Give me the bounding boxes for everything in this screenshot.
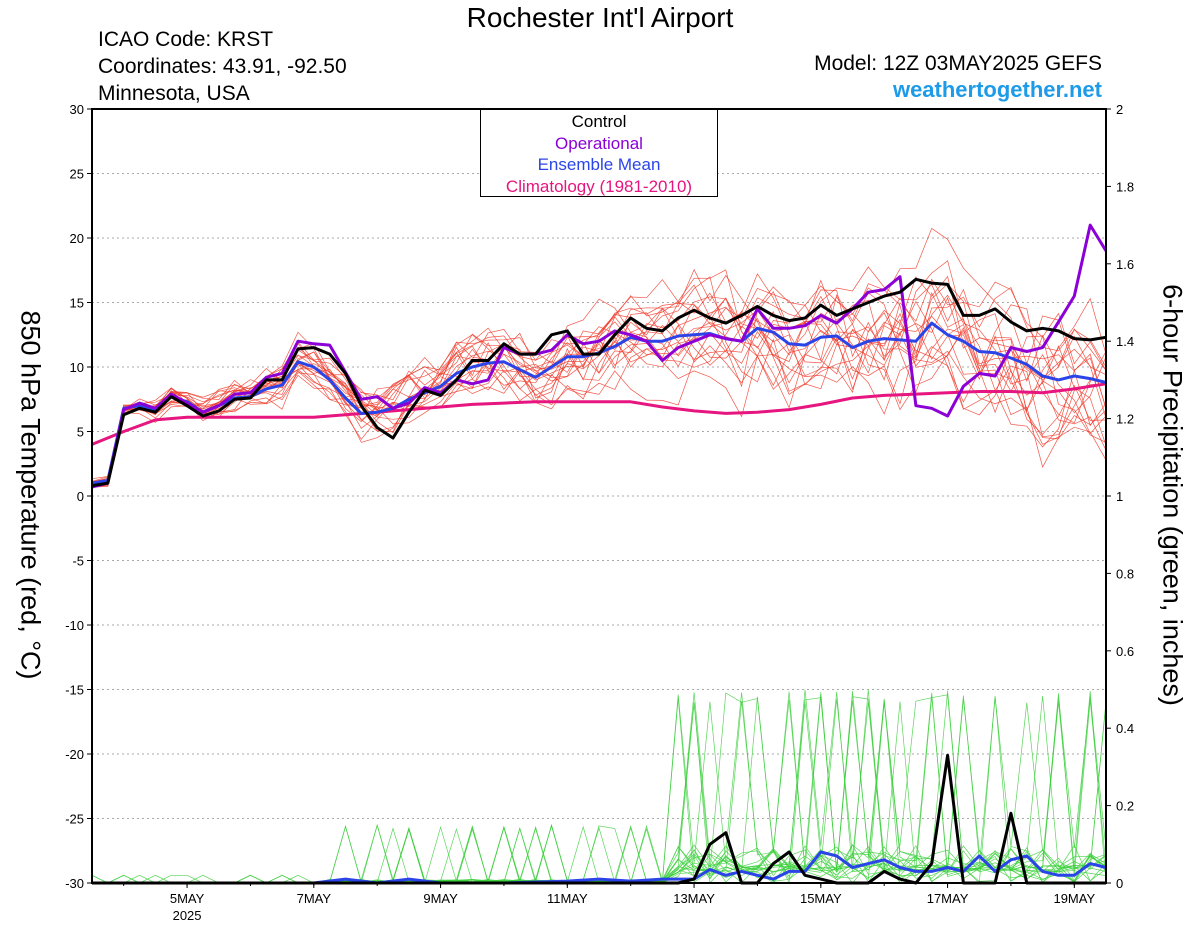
grid-lines [92,173,1106,819]
x-tick-label: 9MAY [423,891,458,906]
x-tick-label: 15MAY [800,891,842,906]
temp-member-line [91,286,1107,483]
y2-tick-label: 0.2 [1116,799,1134,814]
x-year-label: 2025 [173,908,202,923]
region: Minnesota, USA [98,82,250,105]
y2-tick-label: 1.4 [1116,334,1134,349]
y-tick-label: 20 [70,231,84,246]
axes: 302520151050-5-10-15-20-25-3021.81.61.41… [65,102,1134,923]
x-tick-label: 19MAY [1053,891,1095,906]
legend-climatology: Climatology (1981-2010) [505,176,693,196]
y2-tick-label: 1.6 [1116,257,1134,272]
legend-control: Control [571,112,627,131]
precip-member-line [92,695,1107,884]
y-tick-label: -5 [72,554,84,569]
x-tick-label: 11MAY [547,891,588,906]
x-tick-label: 13MAY [673,891,715,906]
precip-member-line [92,695,1107,884]
y2-tick-label: 1.8 [1116,179,1134,194]
precip-member-line [92,691,1107,884]
model-run: Model: 12Z 03MAY2025 GEFS [814,52,1102,75]
x-tick-label: 7MAY [297,891,332,906]
y-tick-label: 10 [70,360,84,375]
y-tick-label: -30 [65,876,84,891]
legend: Control Operational Ensemble Mean Climat… [480,109,718,197]
precip-member-line [92,698,1107,884]
temp-member-line [91,291,1107,488]
y2-tick-label: 2 [1116,102,1123,117]
site-link[interactable]: weathertogether.net [892,77,1102,102]
precip-member-line [91,695,1107,884]
y-tick-label: 30 [70,102,84,117]
x-tick-label: 5MAY [170,891,205,906]
y-tick-label: 0 [77,489,84,504]
y-tick-label: -20 [65,747,84,762]
y-tick-label: 5 [77,425,84,440]
temp-operational-line [91,223,1108,489]
precip-member-line [92,690,1107,884]
precip-member-line [92,689,1107,884]
temp-member-line [91,278,1107,485]
precip-member-line [92,695,1107,884]
precip-member-line [92,692,1107,884]
temp-member-line [91,283,1107,488]
legend-operational: Operational [555,133,643,153]
precip-member-line [92,698,1107,884]
precip-member-line [92,693,1107,884]
y2-tick-label: 0.4 [1116,721,1134,736]
coordinates: Coordinates: 43.91, -92.50 [98,55,347,78]
temp-member-line [91,269,1107,487]
chart-title: Rochester Int'l Airport [466,2,734,33]
temp-member-line [91,266,1107,483]
legend-ensemble-mean: Ensemble Mean [537,155,661,174]
precip-member-line [92,692,1107,884]
y-tick-label: -15 [65,683,84,698]
y2-tick-label: 0 [1116,876,1123,891]
temp-control-line [91,277,1107,488]
precip-member-line [92,689,1107,884]
ensemble-members [91,227,1107,884]
y2-tick-label: 1.2 [1116,412,1134,427]
y2-tick-label: 1 [1116,489,1123,504]
y-tick-label: 15 [70,296,84,311]
y-tick-label: -10 [65,618,84,633]
precip-member-line [92,691,1107,884]
precip-member-line [92,696,1107,884]
icao-code: ICAO Code: KRST [98,28,274,51]
y-tick-label: -25 [65,812,84,827]
precip-member-line [92,700,1107,884]
precip-member-line [92,698,1107,884]
precip-member-line [92,692,1107,884]
y-tick-label: 25 [70,167,84,182]
temp-member-line [91,313,1107,483]
precip-ensemble-mean-line [92,850,1107,885]
x-tick-label: 17MAY [927,891,969,906]
precip-member-line [91,691,1107,884]
temp-climatology-1981-2010-line [91,382,1107,446]
y2-tick-label: 0.8 [1116,566,1134,581]
y2-tick-label: 0.6 [1116,644,1134,659]
